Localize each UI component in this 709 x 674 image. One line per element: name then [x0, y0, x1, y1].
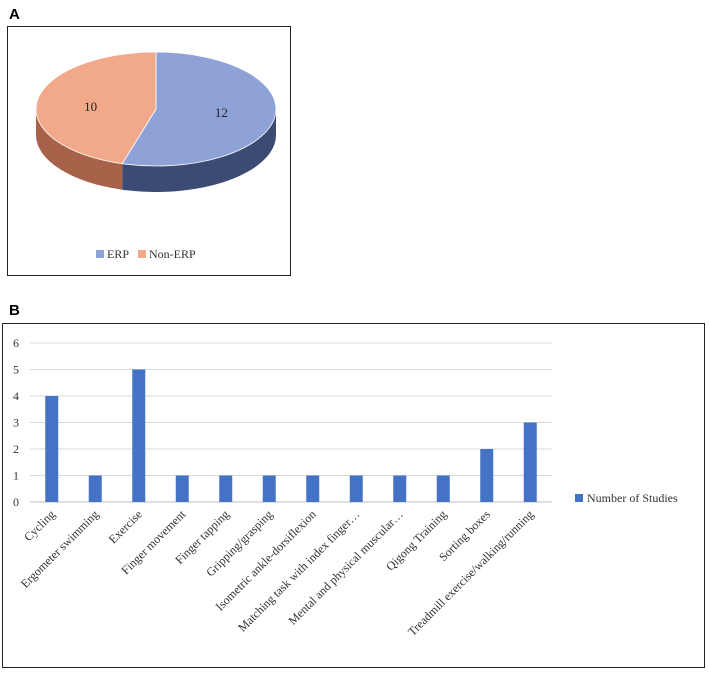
bar: [219, 475, 233, 502]
pie-chart-frame: 12 10 ERP Non-ERP: [7, 26, 291, 276]
legend-label-number-of-studies: Number of Studies: [587, 491, 678, 505]
bar: [306, 475, 320, 502]
pie-slice-erp: [121, 51, 277, 167]
y-tick-label: 5: [13, 363, 19, 377]
x-tick-label: Cycling: [21, 507, 58, 544]
y-tick-label: 4: [13, 389, 19, 403]
bar: [175, 475, 189, 502]
bar: [393, 475, 407, 502]
pie-data-label: 10: [84, 99, 97, 114]
bar: [480, 449, 494, 502]
pie-chart: 12 10 ERP Non-ERP: [35, 51, 277, 261]
bar: [88, 475, 102, 502]
x-tick-label: Exercise: [106, 507, 145, 546]
bar: [45, 396, 59, 502]
bar: [349, 475, 363, 502]
bar: [132, 369, 146, 502]
y-tick-label: 1: [13, 469, 19, 483]
bar-chart-frame: 0 1 2 3 4 5 6 Cycling Ergometer swimming Exercise…: [2, 323, 705, 668]
y-tick-label: 2: [13, 442, 19, 456]
pie-slice-side-non-erp: [36, 109, 123, 190]
y-tick-label: 3: [13, 416, 19, 430]
y-tick-label: 0: [13, 495, 19, 509]
y-tick-label: 6: [13, 336, 19, 350]
pie-slice-side-erp: [122, 109, 276, 192]
panel-a-label: A: [9, 6, 20, 23]
bar: [262, 475, 276, 502]
legend-label-erp: ERP: [107, 247, 129, 261]
legend-swatch-non-erp: [138, 250, 146, 258]
bar: [436, 475, 450, 502]
pie-data-label: 12: [215, 105, 228, 120]
legend-label-non-erp: Non-ERP: [149, 247, 196, 261]
panel-b-label: B: [9, 302, 20, 319]
legend-swatch-erp: [96, 250, 104, 258]
pie-slice-non-erp: [35, 51, 157, 165]
bar: [523, 422, 537, 502]
legend-swatch-number-of-studies: [575, 494, 583, 502]
x-tick-label: Ergometer swimming: [18, 507, 102, 591]
